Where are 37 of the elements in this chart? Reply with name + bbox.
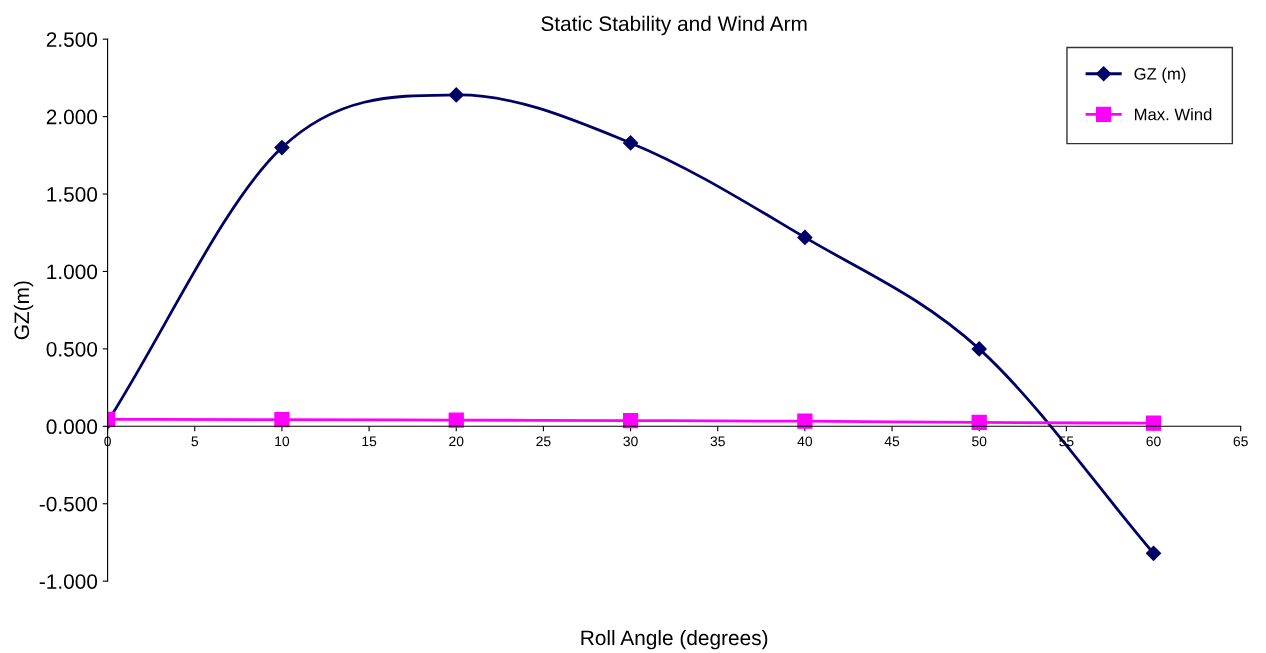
x-tick-label: 25 bbox=[536, 436, 551, 447]
point bbox=[622, 412, 639, 429]
point bbox=[448, 87, 464, 103]
y-tick-label: -0.500 bbox=[39, 496, 98, 512]
x-tick-label: 65 bbox=[1233, 436, 1248, 447]
point bbox=[274, 412, 290, 428]
x-tick-label: 15 bbox=[362, 436, 377, 447]
y-axis-title: GZ(m) bbox=[13, 281, 34, 340]
point bbox=[448, 412, 464, 428]
x-tick-label: 10 bbox=[275, 436, 290, 447]
y-tick-label: -1.000 bbox=[39, 574, 98, 589]
x-tick-label: 5 bbox=[191, 436, 199, 447]
legend-label: GZ (m) bbox=[1134, 67, 1186, 84]
y-tick-label: 2.500 bbox=[46, 32, 98, 47]
x-tick-label: 60 bbox=[1146, 436, 1161, 447]
y-tick-label: 1.000 bbox=[47, 264, 98, 280]
point bbox=[274, 140, 290, 156]
y-tick-label: 0.500 bbox=[46, 341, 98, 357]
point bbox=[797, 413, 813, 429]
x-tick-label: 40 bbox=[797, 436, 813, 447]
x-tick-label: 20 bbox=[449, 436, 464, 447]
point bbox=[971, 414, 987, 431]
x-tick-label: 35 bbox=[710, 436, 725, 447]
x-tick-label: 45 bbox=[884, 436, 900, 447]
point bbox=[1145, 415, 1162, 431]
point bbox=[1145, 545, 1162, 561]
chart-title: Static Stability and Wind Arm bbox=[541, 15, 807, 36]
legend-label: Max. Wind bbox=[1135, 108, 1212, 121]
x-axis-title: Roll Angle (degrees) bbox=[581, 629, 768, 650]
y-tick-label: 1.500 bbox=[47, 187, 98, 202]
x-tick-label: 30 bbox=[623, 436, 638, 447]
point bbox=[971, 341, 987, 357]
x-tick-label: 50 bbox=[972, 436, 987, 447]
point bbox=[797, 229, 813, 245]
point bbox=[622, 135, 639, 151]
y-tick-label: 2.000 bbox=[46, 109, 98, 125]
y-tick-label: 0.000 bbox=[46, 419, 98, 435]
